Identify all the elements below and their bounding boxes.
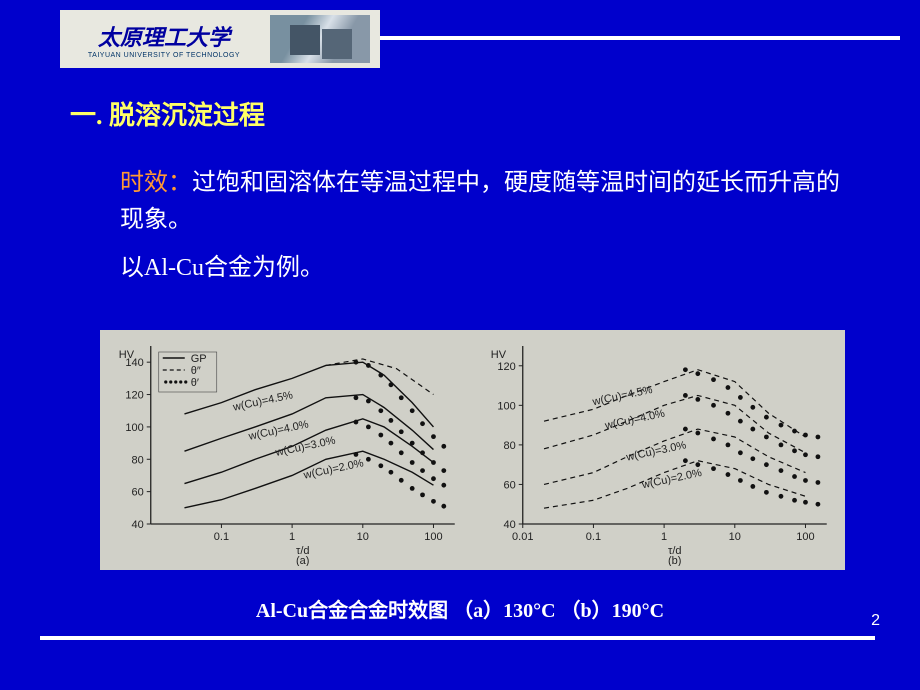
svg-text:80: 80 (132, 454, 144, 466)
svg-text:w(Cu)=3.0%: w(Cu)=3.0% (274, 435, 337, 460)
svg-text:120: 120 (125, 390, 143, 402)
svg-text:120: 120 (497, 361, 515, 373)
svg-text:1: 1 (289, 531, 295, 543)
svg-text:40: 40 (503, 519, 515, 531)
svg-text:100: 100 (497, 400, 515, 412)
figure-caption: Al-Cu合金合金时效图 （a）130°C （b）190°C (0, 594, 920, 623)
svg-text:10: 10 (357, 531, 369, 543)
top-divider (380, 36, 900, 40)
paragraph-aging: 时效：过饱和固溶体在等温过程中，硬度随等温时间的延长而升高的现象。 (120, 165, 840, 239)
svg-text:θ′: θ′ (191, 377, 199, 389)
svg-text:60: 60 (132, 487, 144, 499)
svg-text:100: 100 (125, 422, 143, 434)
logo-cn: 太原理工大学 (98, 20, 230, 52)
svg-text:w(Cu)=4.0%: w(Cu)=4.0% (603, 408, 666, 433)
svg-text:w(Cu)=4.0%: w(Cu)=4.0% (247, 418, 310, 443)
section-title: 一. 脱溶沉淀过程 (70, 95, 265, 132)
svg-text:0.01: 0.01 (512, 531, 533, 543)
svg-text:HV: HV (119, 349, 135, 361)
svg-text:60: 60 (503, 479, 515, 491)
logo-text: 太原理工大学 TAIYUAN UNIVERSITY OF TECHNOLOGY (64, 14, 264, 64)
svg-text:40: 40 (132, 519, 144, 531)
svg-text:(a): (a) (296, 555, 309, 566)
svg-text:80: 80 (503, 440, 515, 452)
svg-text:10: 10 (728, 531, 740, 543)
svg-text:θ″: θ″ (191, 365, 201, 377)
aging-desc: 过饱和固溶体在等温过程中，硬度随等温时间的延长而升高的现象。 (120, 170, 840, 233)
svg-text:w(Cu)=4.5%: w(Cu)=4.5% (590, 384, 653, 409)
svg-text:(b): (b) (668, 555, 681, 566)
svg-text:1: 1 (661, 531, 667, 543)
paragraph-example: 以Al-Cu合金为例。 (120, 250, 840, 287)
svg-text:w(Cu)=2.0%: w(Cu)=2.0% (639, 467, 702, 492)
svg-text:100: 100 (796, 531, 814, 543)
logo-en: TAIYUAN UNIVERSITY OF TECHNOLOGY (88, 52, 240, 59)
svg-text:w(Cu)=2.0%: w(Cu)=2.0% (302, 457, 365, 482)
aging-label: 时效： (120, 170, 192, 196)
university-logo-block: 太原理工大学 TAIYUAN UNIVERSITY OF TECHNOLOGY (60, 10, 380, 68)
svg-text:0.1: 0.1 (214, 531, 229, 543)
svg-text:100: 100 (424, 531, 442, 543)
chart-a: 4060801001201400.1110100w(Cu)=4.5%w(Cu)=… (106, 334, 468, 566)
chart-b: 4060801001200.010.1110100w(Cu)=4.5%w(Cu)… (478, 334, 840, 566)
page-number: 2 (871, 612, 880, 630)
svg-text:w(Cu)=4.5%: w(Cu)=4.5% (231, 389, 294, 414)
aging-figure: 4060801001201400.1110100w(Cu)=4.5%w(Cu)=… (100, 330, 845, 570)
svg-text:GP: GP (191, 353, 207, 365)
svg-text:HV: HV (490, 349, 506, 361)
svg-text:0.1: 0.1 (585, 531, 600, 543)
bottom-divider (40, 636, 875, 640)
svg-text:w(Cu)=3.0%: w(Cu)=3.0% (624, 439, 687, 464)
campus-photo-icon (270, 15, 370, 63)
